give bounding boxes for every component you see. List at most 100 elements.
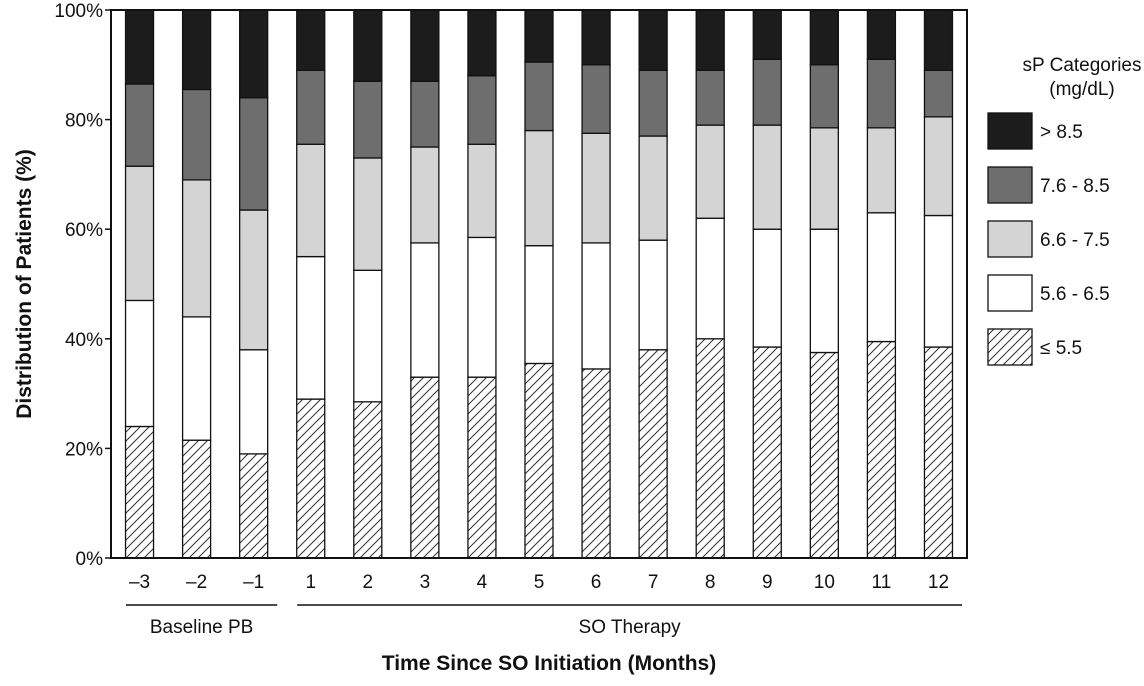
bar-segment-3-cat-1 bbox=[124, 165, 155, 302]
bar-segment-4-cat-7 bbox=[467, 75, 497, 145]
bar-segment-3-cat-9 bbox=[581, 132, 611, 244]
bar-segment-2-cat-7 bbox=[467, 236, 497, 378]
bar-segment-5-cat-12 bbox=[752, 9, 782, 60]
bar-segment-5-cat-7 bbox=[467, 9, 497, 77]
bar-segment-4-cat-4 bbox=[296, 69, 326, 145]
bar-segment-4-cat-13 bbox=[809, 64, 839, 129]
bar-segment-4-cat-11 bbox=[695, 69, 725, 126]
x-tick-label: 1 bbox=[305, 572, 316, 593]
bar-segment-5-cat-8 bbox=[524, 9, 554, 63]
bar-segment-4-cat-9 bbox=[581, 64, 611, 134]
bar-segment-4-cat-10 bbox=[638, 69, 668, 137]
legend-swatch bbox=[987, 220, 1033, 258]
y-tick-label: 60% bbox=[65, 220, 103, 241]
bar-segment-2-cat-10 bbox=[638, 239, 668, 351]
bar-segment-5-cat-4 bbox=[296, 9, 326, 71]
bar-segment-2-cat-3 bbox=[239, 349, 269, 455]
bar-segment-4-cat-6 bbox=[410, 80, 440, 148]
bar-segment-1-cat-5 bbox=[353, 401, 383, 559]
x-tick-label: 3 bbox=[420, 572, 431, 593]
x-tick-label: 5 bbox=[534, 572, 545, 593]
bar-segment-3-cat-6 bbox=[410, 146, 440, 244]
x-tick-label: –3 bbox=[129, 572, 150, 593]
bar-segment-5-cat-14 bbox=[866, 9, 897, 60]
bar-segment-2-cat-14 bbox=[866, 212, 897, 343]
y-tick-label: 40% bbox=[65, 330, 103, 351]
bar-segment-1-cat-7 bbox=[467, 376, 497, 559]
x-tick-label: 12 bbox=[928, 572, 949, 593]
x-tick-label: –2 bbox=[186, 572, 207, 593]
x-tick-label: 9 bbox=[762, 572, 773, 593]
bar-segment-5-cat-15 bbox=[923, 9, 954, 71]
x-tick-label: 6 bbox=[591, 572, 602, 593]
bar-segment-3-cat-2 bbox=[181, 179, 212, 318]
bar-segment-5-cat-5 bbox=[353, 9, 383, 82]
legend-label: 5.6 - 6.5 bbox=[1040, 284, 1110, 305]
legend-label: 6.6 - 7.5 bbox=[1040, 230, 1110, 251]
bar-segment-5-cat-9 bbox=[581, 9, 611, 66]
legend-title: sP Categories bbox=[1023, 55, 1142, 76]
bar-segment-3-cat-10 bbox=[638, 135, 668, 241]
bar-segment-1-cat-9 bbox=[581, 368, 611, 559]
x-tick-label: 8 bbox=[705, 572, 716, 593]
bar-segment-1-cat-13 bbox=[809, 351, 839, 559]
bar-segment-2-cat-12 bbox=[752, 228, 782, 348]
bar-segment-5-cat-10 bbox=[638, 9, 668, 71]
bar-segment-1-cat-8 bbox=[524, 362, 554, 559]
legend-swatch bbox=[987, 328, 1033, 366]
y-tick-label: 100% bbox=[54, 1, 103, 22]
bar-segment-1-cat-1 bbox=[124, 425, 155, 559]
bar-segment-2-cat-4 bbox=[296, 255, 326, 400]
bar-segment-3-cat-5 bbox=[353, 157, 383, 271]
legend-label: 7.6 - 8.5 bbox=[1040, 176, 1110, 197]
bar-segment-3-cat-8 bbox=[524, 129, 554, 247]
bar-segment-2-cat-13 bbox=[809, 228, 839, 354]
x-tick-label: 11 bbox=[872, 572, 892, 593]
bar-segment-3-cat-13 bbox=[809, 127, 839, 230]
bar-segment-4-cat-12 bbox=[752, 58, 782, 126]
bar-segment-2-cat-11 bbox=[695, 217, 725, 340]
bar-segment-3-cat-3 bbox=[239, 209, 269, 351]
plot-frame bbox=[110, 9, 968, 559]
bar-segment-1-cat-11 bbox=[695, 338, 725, 559]
bar-segment-4-cat-2 bbox=[181, 88, 212, 181]
y-tick-label: 20% bbox=[65, 439, 103, 460]
bar-segment-3-cat-15 bbox=[923, 116, 954, 217]
bar-segment-1-cat-14 bbox=[866, 340, 897, 559]
y-axis-title: Distribution of Patients (%) bbox=[13, 149, 36, 419]
bar-segment-1-cat-12 bbox=[752, 346, 782, 559]
bar-segment-1-cat-2 bbox=[181, 439, 212, 559]
x-axis-title: Time Since SO Initiation (Months) bbox=[382, 652, 716, 675]
legend-swatch bbox=[987, 112, 1033, 150]
bar-segment-4-cat-14 bbox=[866, 58, 897, 129]
bar-segment-3-cat-12 bbox=[752, 124, 782, 230]
bar-segment-1-cat-3 bbox=[239, 453, 269, 559]
legend-swatch bbox=[987, 274, 1033, 312]
bar-segment-5-cat-6 bbox=[410, 9, 440, 82]
bar-segment-4-cat-15 bbox=[923, 69, 954, 118]
bar-segment-4-cat-3 bbox=[239, 97, 269, 211]
x-tick-label: 4 bbox=[477, 572, 488, 593]
legend-title: (mg/dL) bbox=[1049, 79, 1114, 100]
bar-segment-5-cat-1 bbox=[124, 9, 155, 85]
x-tick-label: 7 bbox=[648, 572, 659, 593]
bar-segment-5-cat-2 bbox=[181, 9, 212, 91]
bar-segment-4-cat-8 bbox=[524, 61, 554, 132]
bar-segment-2-cat-6 bbox=[410, 242, 440, 378]
x-tick-label: –1 bbox=[243, 572, 264, 593]
bar-segment-1-cat-6 bbox=[410, 376, 440, 559]
bar-segment-4-cat-5 bbox=[353, 80, 383, 159]
group-label: SO Therapy bbox=[579, 617, 682, 638]
bar-segment-3-cat-4 bbox=[296, 143, 326, 258]
bar-segment-5-cat-3 bbox=[239, 9, 269, 99]
bar-segment-3-cat-14 bbox=[866, 127, 897, 214]
x-tick-label: 10 bbox=[814, 572, 835, 593]
bar-segment-2-cat-5 bbox=[353, 269, 383, 403]
bar-segment-3-cat-7 bbox=[467, 143, 497, 239]
legend-swatch bbox=[987, 166, 1033, 204]
y-tick-label: 80% bbox=[65, 111, 103, 132]
x-tick-label: 2 bbox=[363, 572, 374, 593]
bar-segment-5-cat-13 bbox=[809, 9, 839, 66]
